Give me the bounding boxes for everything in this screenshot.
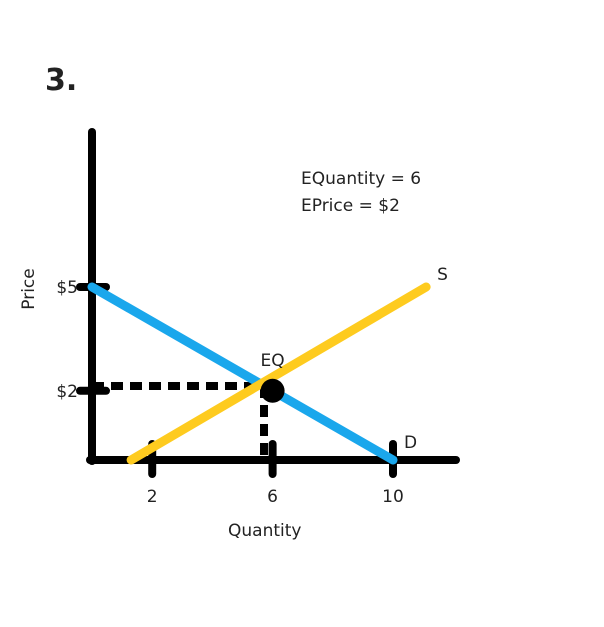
x-tick-label-2: 2 bbox=[147, 487, 158, 507]
y-axis-label: Price bbox=[19, 268, 39, 309]
equilibrium-point bbox=[260, 378, 285, 403]
guide-lines bbox=[92, 382, 268, 460]
x-tick-label-6: 6 bbox=[267, 487, 278, 507]
annotation-equantity: EQuantity = 6 bbox=[301, 169, 421, 189]
y-tick-label-5: $5 bbox=[56, 278, 78, 298]
equilibrium-label: EQ bbox=[261, 351, 285, 371]
series-label-D: D bbox=[404, 433, 417, 453]
x-tick-label-10: 10 bbox=[382, 487, 404, 507]
equilibrium-layer: EQ bbox=[261, 351, 285, 403]
y-tick-label-2: $2 bbox=[56, 382, 78, 402]
annotation-eprice: EPrice = $2 bbox=[301, 196, 400, 216]
x-axis-label: Quantity bbox=[228, 521, 301, 541]
problem-number: 3. bbox=[45, 63, 77, 98]
series-layer: DS bbox=[87, 265, 448, 465]
series-line-D bbox=[87, 282, 398, 465]
series-label-S: S bbox=[437, 265, 448, 285]
series-line-S bbox=[126, 282, 431, 465]
x-ticks: 2 6 10 bbox=[147, 440, 404, 507]
